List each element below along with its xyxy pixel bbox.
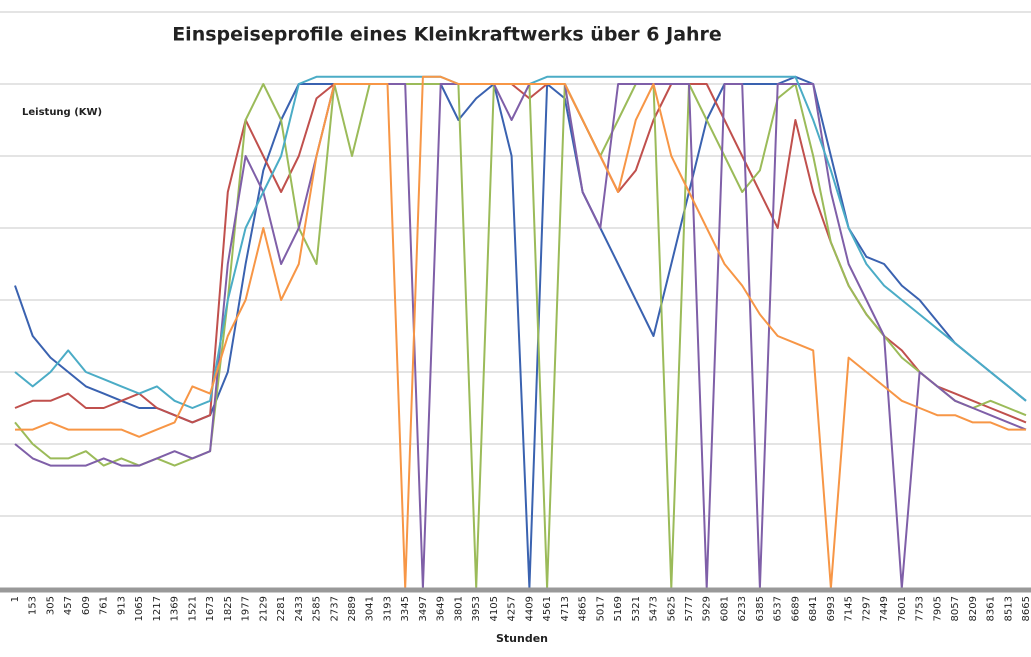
x-tick-label: 609: [81, 596, 92, 615]
x-tick-label: 1217: [152, 596, 163, 621]
x-axis-label: Stunden: [496, 632, 548, 645]
x-tick-label: 153: [28, 596, 39, 615]
x-tick-label: 4105: [489, 596, 500, 621]
x-tick-label: 3649: [436, 596, 447, 621]
x-tick-label: 1521: [187, 596, 198, 621]
x-tick-label: 2281: [276, 596, 287, 621]
x-tick-label: 3953: [471, 596, 482, 621]
x-tick-label: 8513: [1003, 596, 1014, 621]
x-tick-label: 6385: [755, 596, 766, 621]
x-tick-label: 1: [10, 596, 21, 602]
chart-title: Einspeiseprofile eines Kleinkraftwerks ü…: [172, 24, 722, 46]
x-tick-label: 7297: [861, 596, 872, 621]
x-tick-label: 2433: [294, 596, 305, 621]
x-tick-label: 8057: [950, 596, 961, 621]
x-tick-label: 1369: [170, 596, 181, 621]
x-tick-label: 7449: [879, 596, 890, 621]
x-tick-label: 5473: [649, 596, 660, 621]
x-tick-label: 6081: [719, 596, 730, 621]
x-tick-label: 5929: [702, 596, 713, 621]
x-tick-label: 7905: [932, 596, 943, 621]
x-tick-label: 5321: [631, 596, 642, 621]
x-tick-label: 7601: [897, 596, 908, 621]
x-tick-label: 6993: [826, 596, 837, 621]
x-tick-label: 3801: [453, 596, 464, 621]
x-tick-label: 3193: [382, 596, 393, 621]
x-tick-label: 8209: [968, 596, 979, 621]
x-tick-label: 5017: [595, 596, 606, 621]
series-line: [14, 75, 1027, 589]
x-tick-label: 913: [116, 596, 127, 615]
x-tick-label: 6689: [790, 596, 801, 621]
x-tick-label: 2889: [347, 596, 358, 621]
x-tick-label: 8665: [1021, 596, 1031, 621]
x-tick-label: 6841: [808, 596, 819, 621]
x-tick-label: 2585: [312, 596, 323, 621]
x-tick-label: 4561: [542, 596, 553, 621]
x-tick-label: 761: [99, 596, 110, 615]
x-tick-label: 1673: [205, 596, 216, 621]
x-tick-label: 7145: [844, 596, 855, 621]
x-tick-label: 1825: [223, 596, 234, 621]
x-tick-label: 4257: [507, 596, 518, 621]
series-line: [14, 83, 1027, 589]
x-tick-label: 8361: [986, 596, 997, 621]
x-tick-label: 4713: [560, 596, 571, 621]
x-tick-label: 3497: [418, 596, 429, 621]
x-tick-label: 4409: [524, 596, 535, 621]
x-tick-label: 5777: [684, 596, 695, 621]
x-tick-label: 2129: [258, 596, 269, 621]
x-tick-label: 2737: [329, 596, 340, 621]
x-tick-label: 4865: [578, 596, 589, 621]
series-line: [15, 75, 1026, 589]
series-line: [14, 83, 1027, 589]
x-tick-label: 305: [45, 596, 56, 615]
y-axis-label: Leistung (KW): [22, 107, 102, 118]
x-tick-label: 6233: [737, 596, 748, 621]
x-tick-label: 5169: [613, 596, 624, 621]
x-tick-label: 6537: [773, 596, 784, 621]
x-tick-label: 3345: [400, 596, 411, 621]
x-tick-label: 7753: [915, 596, 926, 621]
x-tick-label: 5625: [666, 596, 677, 621]
x-tick-label: 457: [63, 596, 74, 615]
x-tick-label: 1065: [134, 596, 145, 621]
x-tick-label: 3041: [365, 596, 376, 621]
x-tick-label: 1977: [241, 596, 252, 621]
